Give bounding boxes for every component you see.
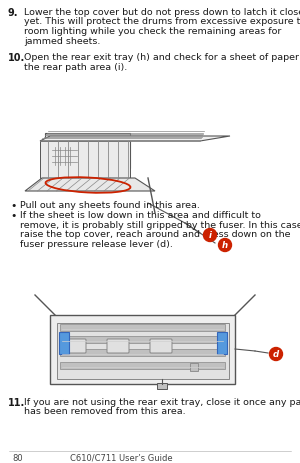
Text: •: •: [10, 211, 16, 221]
Text: C610/C711 User’s Guide: C610/C711 User’s Guide: [70, 453, 172, 462]
FancyBboxPatch shape: [59, 332, 69, 354]
FancyBboxPatch shape: [50, 315, 235, 384]
FancyBboxPatch shape: [60, 362, 225, 369]
Text: •: •: [10, 200, 16, 211]
Text: has been removed from this area.: has been removed from this area.: [24, 407, 186, 416]
Text: 10.: 10.: [8, 53, 25, 63]
FancyBboxPatch shape: [107, 339, 129, 353]
Text: 11.: 11.: [8, 397, 25, 407]
Text: yet. This will protect the drums from excessive exposure to: yet. This will protect the drums from ex…: [24, 18, 300, 26]
Circle shape: [203, 229, 217, 242]
Text: remove, it is probably still gripped by the fuser. In this case,: remove, it is probably still gripped by …: [20, 220, 300, 230]
Text: Open the rear exit tray (h) and check for a sheet of paper in: Open the rear exit tray (h) and check fo…: [24, 53, 300, 62]
Text: Lower the top cover but do not press down to latch it closed: Lower the top cover but do not press dow…: [24, 8, 300, 17]
FancyBboxPatch shape: [150, 339, 172, 353]
Polygon shape: [40, 137, 230, 142]
FancyBboxPatch shape: [60, 336, 225, 343]
FancyBboxPatch shape: [157, 383, 167, 389]
FancyBboxPatch shape: [60, 349, 225, 356]
FancyBboxPatch shape: [52, 148, 77, 166]
Polygon shape: [40, 142, 130, 179]
Text: room lighting while you check the remaining areas for: room lighting while you check the remain…: [24, 27, 281, 36]
FancyBboxPatch shape: [57, 323, 229, 379]
Circle shape: [269, 348, 283, 361]
FancyBboxPatch shape: [60, 324, 225, 332]
Text: 80: 80: [12, 453, 22, 462]
Text: h: h: [222, 241, 228, 250]
Polygon shape: [25, 179, 155, 192]
Text: If the sheet is low down in this area and difficult to: If the sheet is low down in this area an…: [20, 211, 261, 220]
Text: the rear path area (i).: the rear path area (i).: [24, 63, 127, 71]
Text: fuser pressure release lever (d).: fuser pressure release lever (d).: [20, 239, 173, 249]
Text: If you are not using the rear exit tray, close it once any paper: If you are not using the rear exit tray,…: [24, 397, 300, 406]
Text: d: d: [273, 350, 279, 359]
FancyBboxPatch shape: [190, 363, 198, 371]
Text: i: i: [208, 231, 211, 240]
Text: Pull out any sheets found in this area.: Pull out any sheets found in this area.: [20, 200, 200, 210]
Circle shape: [218, 239, 232, 252]
Text: 9.: 9.: [8, 8, 19, 18]
Text: jammed sheets.: jammed sheets.: [24, 37, 100, 45]
FancyBboxPatch shape: [217, 332, 227, 354]
Text: raise the top cover, reach around and press down on the: raise the top cover, reach around and pr…: [20, 230, 290, 239]
FancyBboxPatch shape: [64, 339, 86, 353]
Polygon shape: [45, 134, 130, 169]
